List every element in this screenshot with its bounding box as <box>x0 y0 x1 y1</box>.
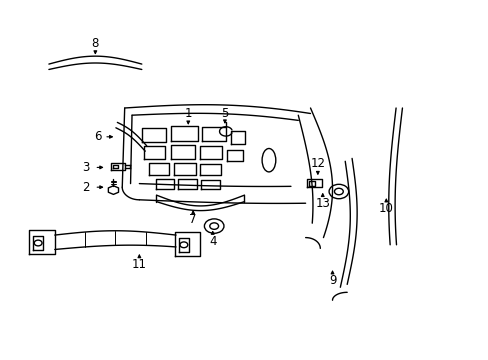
Text: 10: 10 <box>378 202 393 215</box>
Text: 12: 12 <box>310 157 325 170</box>
Text: 13: 13 <box>315 197 329 210</box>
Text: 11: 11 <box>132 258 146 271</box>
Text: 7: 7 <box>189 213 197 226</box>
Text: 8: 8 <box>91 37 99 50</box>
Text: 4: 4 <box>208 235 216 248</box>
Text: 6: 6 <box>94 130 102 143</box>
Text: 9: 9 <box>328 274 336 287</box>
Text: 2: 2 <box>81 181 89 194</box>
Text: 1: 1 <box>184 107 192 120</box>
Text: 5: 5 <box>221 107 228 120</box>
Text: 3: 3 <box>81 161 89 174</box>
